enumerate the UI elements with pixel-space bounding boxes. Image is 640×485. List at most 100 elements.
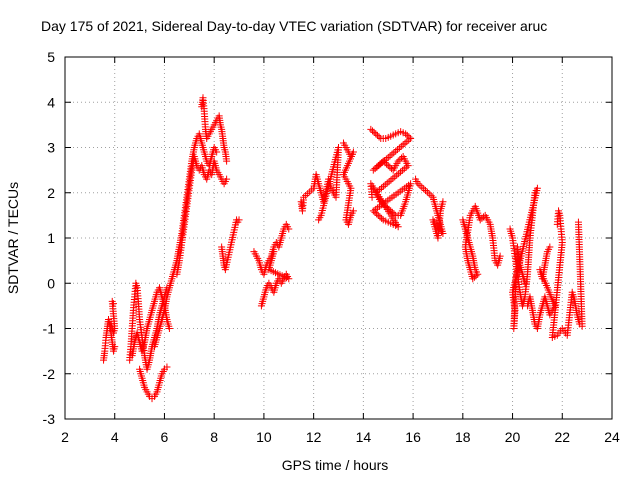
data-point [165, 325, 173, 332]
data-point [423, 188, 431, 196]
x-tick-label: 6 [161, 429, 169, 445]
data-point [403, 131, 411, 139]
data-point [383, 179, 391, 187]
data-point [546, 243, 554, 251]
data-point [393, 171, 401, 179]
data-point [521, 279, 529, 287]
plot-frame [64, 56, 613, 420]
y-tick-label: 1 [47, 230, 55, 246]
data-point [376, 213, 384, 221]
y-tick-label: -3 [43, 411, 56, 427]
y-tick-label: 4 [47, 94, 55, 110]
data-point [213, 148, 221, 156]
data-point [395, 144, 403, 152]
data-point [394, 157, 402, 165]
data-point [368, 193, 376, 201]
data-point [369, 207, 377, 215]
data-point [402, 130, 410, 138]
data-point [394, 146, 402, 154]
y-tick-label: 0 [47, 275, 55, 291]
data-point [383, 160, 391, 168]
data-point [368, 127, 376, 135]
data-point [109, 300, 117, 308]
data-point [416, 181, 424, 189]
x-tick-label: 4 [111, 429, 119, 445]
x-tick-label: 24 [604, 429, 620, 445]
data-point [402, 163, 410, 171]
x-tick-label: 18 [455, 429, 471, 445]
x-tick-label: 2 [61, 429, 69, 445]
data-point [379, 182, 387, 190]
data-point [425, 190, 433, 198]
data-point [385, 178, 393, 186]
data-point [376, 160, 384, 168]
data-point [379, 157, 387, 165]
data-point [389, 174, 397, 182]
data-point [496, 252, 504, 260]
data-point [420, 185, 428, 193]
data-point [369, 166, 377, 174]
data-point [439, 198, 447, 206]
x-tick-label: 22 [554, 429, 570, 445]
data-point [377, 184, 385, 192]
data-point [388, 165, 396, 173]
marks-layer [100, 94, 586, 403]
data-point [367, 125, 375, 133]
data-point [388, 150, 396, 158]
data-point [373, 131, 381, 139]
data-point [392, 147, 400, 155]
data-point [381, 159, 389, 167]
data-point [574, 218, 582, 226]
y-tick-label: 5 [47, 49, 55, 65]
data-point [111, 343, 119, 351]
data-point [386, 163, 394, 171]
data-point [422, 186, 430, 194]
data-point [478, 214, 486, 222]
data-point [374, 162, 382, 170]
data-point [397, 142, 405, 150]
data-point [407, 134, 415, 142]
y-axis-label: SDTVAR / TECUs [5, 182, 21, 294]
data-point [418, 183, 426, 191]
grid-layer [65, 57, 612, 419]
data-point [373, 163, 381, 171]
x-tick-label: 10 [256, 429, 272, 445]
x-tick-label: 20 [505, 429, 521, 445]
data-point [349, 207, 357, 215]
data-point [480, 213, 488, 221]
data-point [387, 176, 395, 184]
data-point [395, 170, 403, 178]
data-point [372, 130, 380, 138]
data-point [371, 208, 379, 216]
data-point [472, 272, 480, 280]
data-point [384, 153, 392, 161]
data-point [391, 173, 399, 181]
data-point [397, 168, 405, 176]
data-point [396, 156, 404, 164]
data-point [371, 165, 379, 173]
data-point [476, 216, 484, 224]
data-point [397, 154, 405, 162]
data-point [315, 216, 323, 224]
y-tick-label: -2 [43, 366, 56, 382]
x-tick-label: 16 [405, 429, 421, 445]
data-point [375, 133, 383, 141]
chart-title: Day 175 of 2021, Sidereal Day-to-day VTE… [41, 18, 547, 34]
data-point [390, 149, 398, 157]
data-point [163, 363, 171, 371]
x-tick-label: 14 [356, 429, 372, 445]
data-point [405, 136, 413, 144]
y-tick-label: 3 [47, 140, 55, 156]
data-point [386, 152, 394, 160]
x-axis-label: GPS time / hours [282, 457, 389, 473]
data-point [223, 175, 231, 183]
data-point [223, 157, 231, 165]
data-point [374, 211, 382, 219]
data-point [378, 214, 386, 222]
data-point [474, 270, 482, 278]
x-tick-label: 12 [306, 429, 322, 445]
y-tick-label: -1 [43, 321, 56, 337]
